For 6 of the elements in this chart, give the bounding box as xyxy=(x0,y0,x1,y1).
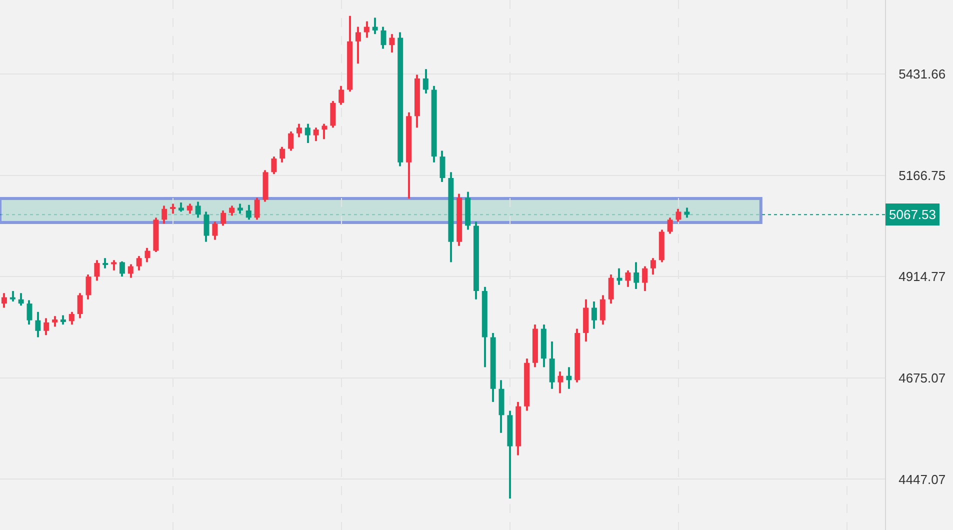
y-tick-label: 4914.77 xyxy=(898,269,946,284)
y-tick-label: 5166.75 xyxy=(898,168,946,183)
ref-line-label: 5067.53 xyxy=(889,207,936,222)
y-tick-label: 5431.66 xyxy=(898,66,946,82)
y-tick-label: 4447.07 xyxy=(898,472,946,487)
y-tick-label: 4675.07 xyxy=(898,370,946,386)
